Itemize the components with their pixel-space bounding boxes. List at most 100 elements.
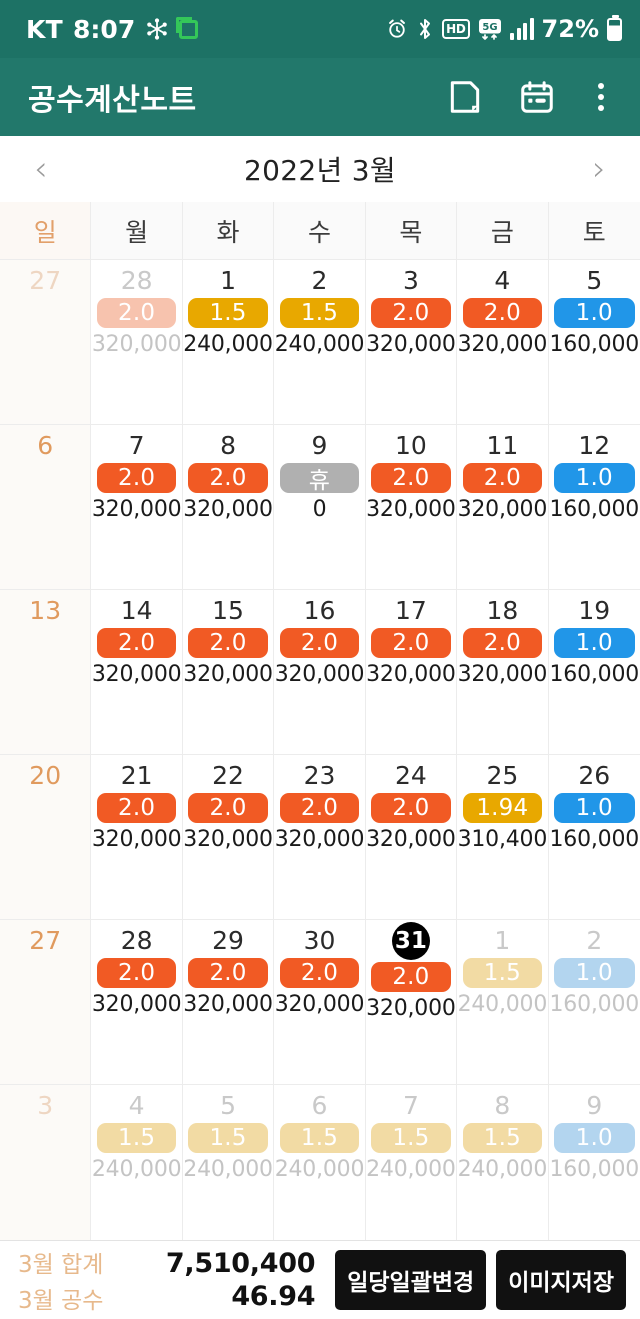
day-value-pill[interactable]: 1.5 bbox=[279, 1123, 360, 1153]
day-value-pill[interactable]: 2.0 bbox=[96, 463, 177, 493]
day-amount-label: 240,000 bbox=[274, 332, 365, 357]
day-number: 20 bbox=[29, 761, 62, 790]
day-value-pill[interactable]: 2.0 bbox=[279, 628, 360, 658]
day-value-pill[interactable]: 2.0 bbox=[462, 463, 543, 493]
day-value-pill[interactable]: 2.0 bbox=[188, 958, 268, 988]
calendar-day-cell[interactable]: 1 1.5 240,000 bbox=[182, 260, 275, 424]
day-number: 27 bbox=[29, 926, 62, 955]
calendar-day-cell[interactable]: 23 2.0 320,000 bbox=[274, 755, 366, 919]
calendar-day-cell[interactable]: 4 2.0 320,000 bbox=[457, 260, 549, 424]
bulk-change-daily-rate-button[interactable]: 일당일괄변경 bbox=[335, 1250, 487, 1310]
day-value-pill[interactable]: 2.0 bbox=[371, 793, 451, 823]
calendar-day-cell[interactable]: 27 bbox=[0, 920, 92, 1084]
calendar-day-cell[interactable]: 18 2.0 320,000 bbox=[457, 590, 549, 754]
day-amount-label: 320,000 bbox=[183, 827, 273, 852]
calendar-day-cell[interactable]: 9 휴 0 bbox=[274, 425, 366, 589]
calendar-day-cell[interactable]: 28 2.0 320,000 bbox=[91, 920, 183, 1084]
day-number: 21 bbox=[120, 761, 153, 790]
day-number: 28 bbox=[120, 266, 153, 295]
calendar-day-cell[interactable]: 6 1.5 240,000 bbox=[274, 1085, 366, 1249]
calendar-day-cell[interactable]: 3 2.0 320,000 bbox=[365, 260, 458, 424]
day-value-pill[interactable]: 2.0 bbox=[462, 628, 543, 658]
calendar-day-cell[interactable]: 20 bbox=[0, 755, 92, 919]
day-value-pill[interactable]: 1.0 bbox=[554, 298, 635, 328]
day-value-pill[interactable]: 1.5 bbox=[462, 1123, 543, 1153]
day-value-pill[interactable]: 1.94 bbox=[462, 793, 543, 823]
calendar-day-cell[interactable]: 11 2.0 320,000 bbox=[457, 425, 549, 589]
day-value-pill[interactable]: 1.0 bbox=[554, 958, 635, 988]
calendar-day-cell[interactable]: 5 1.0 160,000 bbox=[548, 260, 640, 424]
calendar-day-cell[interactable]: 30 2.0 320,000 bbox=[274, 920, 366, 1084]
calendar-day-cell[interactable]: 8 2.0 320,000 bbox=[182, 425, 275, 589]
day-value-pill[interactable]: 2.0 bbox=[371, 962, 451, 992]
day-value-pill[interactable]: 2.0 bbox=[96, 298, 177, 328]
calendar-day-cell[interactable]: 7 1.5 240,000 bbox=[365, 1085, 458, 1249]
calendar-day-cell[interactable]: 19 1.0 160,000 bbox=[548, 590, 640, 754]
day-value-pill[interactable]: 2.0 bbox=[462, 298, 543, 328]
day-number: 8 bbox=[494, 1091, 511, 1120]
day-value-pill[interactable]: 2.0 bbox=[188, 628, 268, 658]
calendar-day-cell[interactable]: 3 bbox=[0, 1085, 92, 1249]
total-label: 3월 합계 bbox=[18, 1252, 104, 1278]
day-value-pill[interactable]: 1.0 bbox=[554, 1123, 635, 1153]
day-value-pill[interactable]: 2.0 bbox=[188, 463, 268, 493]
day-value-pill[interactable]: 1.5 bbox=[462, 958, 543, 988]
day-value-pill[interactable]: 1.5 bbox=[188, 1123, 268, 1153]
day-value-pill[interactable]: 2.0 bbox=[371, 628, 451, 658]
calendar-day-cell[interactable]: 6 bbox=[0, 425, 92, 589]
calendar-day-cell[interactable]: 15 2.0 320,000 bbox=[182, 590, 275, 754]
calendar-week-row: 27 28 2.0 320,000 1 1.5 240,000 2 1.5 240,000 3 2.0… bbox=[0, 260, 640, 425]
calendar-day-cell[interactable]: 25 1.94 310,400 bbox=[457, 755, 549, 919]
save-image-button[interactable]: 이미지저장 bbox=[496, 1250, 626, 1310]
calendar-day-cell[interactable]: 24 2.0 320,000 bbox=[365, 755, 458, 919]
day-value-pill[interactable]: 2.0 bbox=[188, 793, 268, 823]
overflow-menu-icon[interactable] bbox=[590, 79, 612, 115]
day-value-pill[interactable]: 2.0 bbox=[371, 298, 451, 328]
day-value-pill[interactable]: 2.0 bbox=[371, 463, 451, 493]
calendar-day-cell[interactable]: 26 1.0 160,000 bbox=[548, 755, 640, 919]
status-bar: KT 8:07 bbox=[0, 0, 640, 58]
calendar-day-cell[interactable]: 2 1.0 160,000 bbox=[548, 920, 640, 1084]
calendar-day-cell[interactable]: 21 2.0 320,000 bbox=[91, 755, 183, 919]
calendar-day-cell[interactable]: 27 bbox=[0, 260, 92, 424]
day-value-pill[interactable]: 1.5 bbox=[188, 298, 268, 328]
calendar-icon[interactable] bbox=[518, 78, 556, 116]
day-value-pill[interactable]: 1.5 bbox=[96, 1123, 177, 1153]
calendar-day-cell[interactable]: 29 2.0 320,000 bbox=[182, 920, 275, 1084]
day-value-pill[interactable]: 휴 bbox=[279, 463, 360, 494]
calendar-day-cell[interactable]: 1 1.5 240,000 bbox=[457, 920, 549, 1084]
calendar-day-cell[interactable]: 10 2.0 320,000 bbox=[365, 425, 458, 589]
calendar-day-cell[interactable]: 2 1.5 240,000 bbox=[274, 260, 366, 424]
day-value-pill[interactable]: 2.0 bbox=[96, 793, 177, 823]
calendar-day-cell[interactable]: 9 1.0 160,000 bbox=[548, 1085, 640, 1249]
calendar-day-cell[interactable]: 8 1.5 240,000 bbox=[457, 1085, 549, 1249]
day-value-pill[interactable]: 1.0 bbox=[554, 463, 635, 493]
calendar-day-cell[interactable]: 16 2.0 320,000 bbox=[274, 590, 366, 754]
calendar-day-cell[interactable]: 4 1.5 240,000 bbox=[91, 1085, 183, 1249]
calendar-day-cell[interactable]: 31 2.0 320,000 bbox=[365, 920, 458, 1084]
calendar-day-cell[interactable]: 14 2.0 320,000 bbox=[91, 590, 183, 754]
day-number: 28 bbox=[120, 926, 153, 955]
day-value-pill[interactable]: 2.0 bbox=[279, 793, 360, 823]
calendar-day-cell[interactable]: 13 bbox=[0, 590, 92, 754]
calendar-day-cell[interactable]: 17 2.0 320,000 bbox=[365, 590, 458, 754]
calendar-week-row: 6 7 2.0 320,000 8 2.0 320,000 9 휴 0 10 2.0 320,000 11… bbox=[0, 425, 640, 590]
status-bar-right: HD 5G 72% bbox=[386, 14, 622, 43]
day-value-pill[interactable]: 1.0 bbox=[554, 628, 635, 658]
memo-icon[interactable] bbox=[446, 78, 484, 116]
day-value-pill[interactable]: 1.5 bbox=[279, 298, 360, 328]
day-value-pill[interactable]: 2.0 bbox=[96, 958, 177, 988]
day-value-pill[interactable]: 1.5 bbox=[371, 1123, 451, 1153]
calendar-day-cell[interactable]: 12 1.0 160,000 bbox=[548, 425, 640, 589]
calendar-day-cell[interactable]: 22 2.0 320,000 bbox=[182, 755, 275, 919]
prev-month-button[interactable]: ‹ bbox=[34, 149, 48, 189]
next-month-button[interactable]: › bbox=[592, 149, 606, 189]
day-value-pill[interactable]: 2.0 bbox=[96, 628, 177, 658]
day-amount-label: 320,000 bbox=[91, 497, 182, 522]
calendar-day-cell[interactable]: 7 2.0 320,000 bbox=[91, 425, 183, 589]
current-month-label: 2022년 3월 bbox=[244, 154, 396, 187]
calendar-day-cell[interactable]: 5 1.5 240,000 bbox=[182, 1085, 275, 1249]
calendar-day-cell[interactable]: 28 2.0 320,000 bbox=[91, 260, 183, 424]
day-value-pill[interactable]: 1.0 bbox=[554, 793, 635, 823]
day-value-pill[interactable]: 2.0 bbox=[279, 958, 360, 988]
